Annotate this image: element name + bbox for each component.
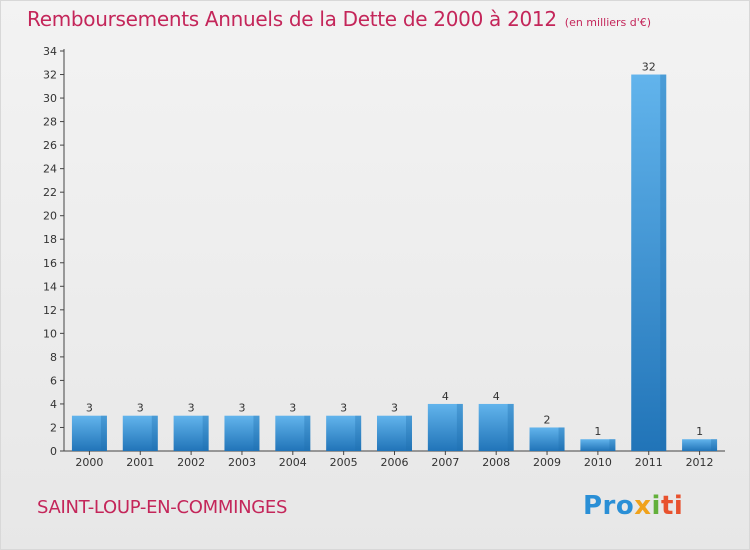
bar [275, 415, 311, 451]
logo-part-2: x [634, 491, 652, 521]
bar [224, 415, 260, 451]
y-tick-label: 4 [50, 398, 57, 411]
bar-shade [406, 415, 412, 451]
y-tick-label: 32 [43, 69, 57, 82]
y-tick-label: 26 [43, 139, 57, 152]
bar-value-label: 1 [696, 425, 703, 438]
y-tick-label: 12 [43, 304, 57, 317]
x-tick-label: 2004 [279, 456, 307, 469]
y-tick-label: 16 [43, 257, 57, 270]
bar [529, 427, 565, 451]
bar [427, 403, 463, 451]
x-tick-label: 2002 [177, 456, 205, 469]
y-tick-label: 34 [43, 45, 57, 58]
commune-name: SAINT-LOUP-EN-COMMINGES [37, 497, 288, 518]
x-tick-label: 2003 [228, 456, 256, 469]
bar-shade [304, 415, 311, 451]
x-tick-label: 2010 [584, 456, 612, 469]
bar-shade [558, 427, 565, 451]
bar-shade [456, 403, 463, 451]
bar-shade [507, 403, 514, 451]
bar-value-label: 2 [544, 413, 551, 426]
logo-part-3: i [651, 491, 661, 521]
bar-value-label: 3 [391, 402, 398, 415]
y-tick-label: 6 [50, 374, 57, 387]
x-tick-label: 2008 [482, 456, 510, 469]
bar-value-label: 3 [238, 402, 245, 415]
bar-shade [151, 415, 158, 451]
bar-value-label: 32 [642, 61, 656, 74]
bar-value-label: 3 [188, 402, 195, 415]
bar-shade [711, 439, 718, 451]
y-tick-label: 24 [43, 163, 57, 176]
bar-shade [202, 415, 209, 451]
bar [377, 415, 412, 451]
bar-shade [253, 415, 260, 451]
x-tick-label: 2000 [75, 456, 103, 469]
bar-value-label: 1 [594, 425, 601, 438]
bar [71, 415, 107, 451]
y-tick-label: 2 [50, 421, 57, 434]
y-tick-label: 8 [50, 351, 57, 364]
x-tick-label: 2011 [635, 456, 663, 469]
bar-shade [609, 439, 616, 451]
bar-value-label: 3 [289, 402, 296, 415]
y-tick-label: 20 [43, 210, 57, 223]
bar-value-label: 4 [442, 390, 449, 403]
chart-bars [71, 74, 718, 451]
proxiti-logo: Proxiti [583, 491, 683, 521]
bar-shade [355, 415, 362, 451]
chart-title: Remboursements Annuels de la Dette de 20… [27, 7, 651, 31]
chart-labels: 3 2000 3 2001 3 2002 3 2003 3 2004 3 2005 3 2006 4 2007… [75, 61, 713, 469]
bar-shade [660, 74, 667, 451]
x-tick-label: 2012 [686, 456, 714, 469]
bar-value-label: 4 [493, 390, 500, 403]
chart-title-text: Remboursements Annuels de la Dette de 20… [27, 7, 557, 31]
bar [122, 415, 158, 451]
y-tick-label: 22 [43, 186, 57, 199]
x-tick-label: 2009 [533, 456, 561, 469]
bar-value-label: 3 [340, 402, 347, 415]
logo-part-1: Pro [583, 491, 635, 521]
y-tick-label: 14 [43, 280, 57, 293]
bar [173, 415, 209, 451]
bar [326, 415, 362, 451]
x-tick-label: 2005 [330, 456, 358, 469]
y-tick-label: 0 [50, 445, 57, 458]
bar-value-label: 3 [86, 402, 93, 415]
bar [580, 439, 616, 451]
y-tick-label: 30 [43, 92, 57, 105]
x-tick-label: 2001 [126, 456, 154, 469]
y-tick-label: 10 [43, 327, 57, 340]
x-tick-label: 2006 [381, 456, 409, 469]
bar-shade [100, 415, 107, 451]
bar [682, 439, 718, 451]
bar-value-label: 3 [137, 402, 144, 415]
y-tick-label: 18 [43, 233, 57, 246]
bar [478, 403, 514, 451]
x-tick-label: 2007 [431, 456, 459, 469]
chart-subtitle: (en milliers d'€) [564, 16, 652, 29]
bar [631, 74, 667, 451]
logo-part-4: ti [660, 491, 684, 521]
y-tick-label: 28 [43, 116, 57, 129]
